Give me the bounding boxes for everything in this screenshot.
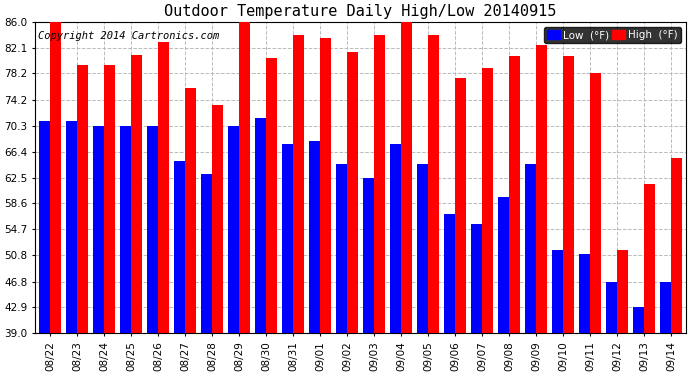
Bar <box>266 58 277 333</box>
Bar <box>671 158 682 333</box>
Bar <box>417 164 428 333</box>
Bar <box>228 126 239 333</box>
Bar <box>92 126 104 333</box>
Title: Outdoor Temperature Daily High/Low 20140915: Outdoor Temperature Daily High/Low 20140… <box>164 4 557 19</box>
Bar <box>536 45 547 333</box>
Bar <box>390 144 401 333</box>
Bar <box>335 164 347 333</box>
Bar <box>617 251 629 333</box>
Bar <box>660 282 671 333</box>
Bar <box>401 22 413 333</box>
Bar <box>104 65 115 333</box>
Bar <box>347 51 358 333</box>
Bar <box>66 121 77 333</box>
Bar <box>255 118 266 333</box>
Bar <box>320 38 331 333</box>
Bar <box>374 35 385 333</box>
Bar <box>563 56 574 333</box>
Bar <box>444 214 455 333</box>
Bar <box>497 197 509 333</box>
Bar <box>174 161 185 333</box>
Bar <box>363 177 374 333</box>
Bar <box>579 254 590 333</box>
Bar <box>524 164 536 333</box>
Bar <box>282 144 293 333</box>
Bar <box>131 55 142 333</box>
Bar <box>146 126 158 333</box>
Bar <box>633 307 644 333</box>
Bar <box>551 251 563 333</box>
Text: Copyright 2014 Cartronics.com: Copyright 2014 Cartronics.com <box>39 31 219 41</box>
Bar <box>201 174 212 333</box>
Bar <box>119 126 131 333</box>
Bar <box>39 121 50 333</box>
Legend: Low  (°F), High  (°F): Low (°F), High (°F) <box>544 27 680 44</box>
Bar <box>482 68 493 333</box>
Bar <box>590 74 601 333</box>
Bar <box>158 42 169 333</box>
Bar <box>606 282 617 333</box>
Bar <box>212 105 224 333</box>
Bar <box>239 22 250 333</box>
Bar <box>77 65 88 333</box>
Bar <box>293 35 304 333</box>
Bar <box>509 56 520 333</box>
Bar <box>644 184 655 333</box>
Bar <box>428 35 440 333</box>
Bar <box>471 224 482 333</box>
Bar <box>185 88 196 333</box>
Bar <box>455 78 466 333</box>
Bar <box>308 141 320 333</box>
Bar <box>50 22 61 333</box>
